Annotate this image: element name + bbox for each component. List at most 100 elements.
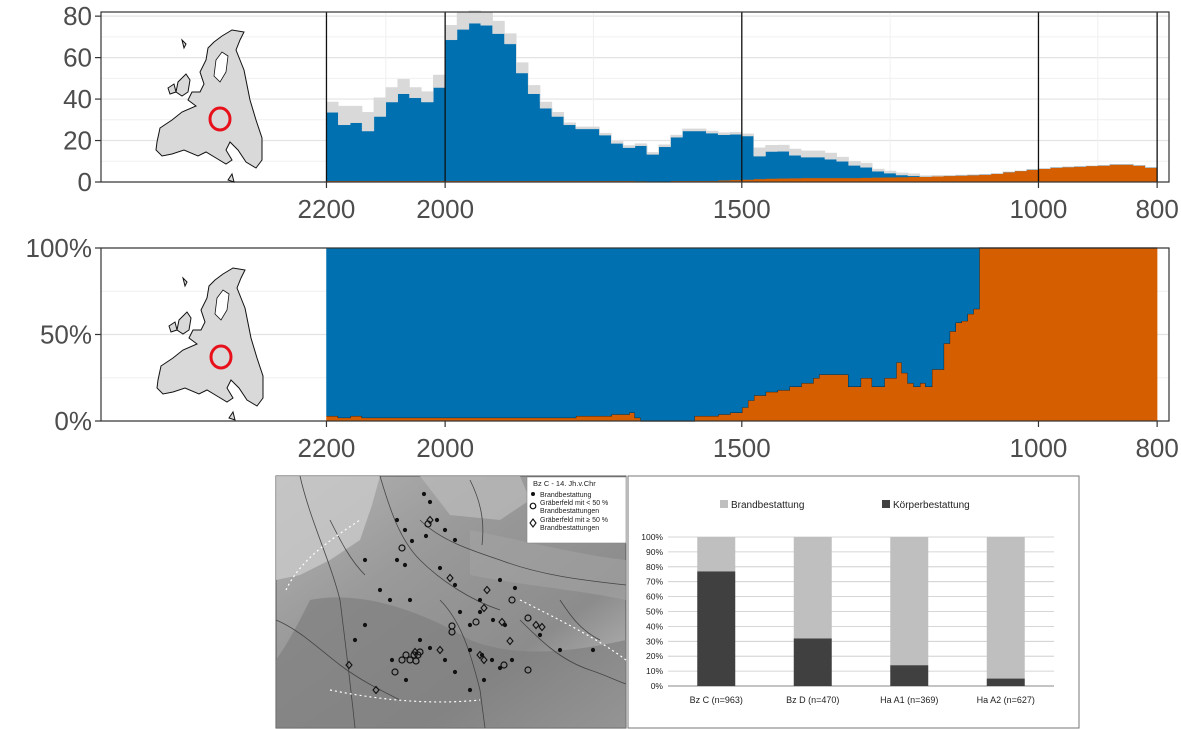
- site-dot: [417, 637, 423, 643]
- x-tick-label: 2200: [298, 433, 356, 463]
- site-dot: [434, 517, 440, 523]
- site-dot: [394, 517, 400, 523]
- site-dot: [394, 557, 400, 563]
- bar-category-label: Ha A2 (n=627): [977, 695, 1035, 705]
- bar-y-tick-label: 100%: [641, 532, 663, 542]
- site-dot: [590, 647, 596, 653]
- site-circle: [412, 657, 420, 665]
- x-tick-label: 1000: [1010, 433, 1068, 463]
- legend-line: Gräberfeld mit ≥ 50 %: [540, 517, 608, 524]
- bar-y-tick-label: 80%: [646, 562, 663, 572]
- bar-y-tick-label: 20%: [646, 651, 663, 661]
- site-diamond: [480, 655, 488, 665]
- site-dot: [402, 527, 408, 533]
- map-legend-item-1: Brandbestattung: [540, 492, 591, 499]
- bar-y-tick-label: 60%: [646, 592, 663, 602]
- site-dot: [467, 647, 473, 653]
- panel1-areas: [326, 10, 1158, 183]
- study-area-ring: [208, 106, 232, 132]
- site-diamond: [480, 603, 488, 613]
- rivers: [275, 475, 627, 729]
- bar-category-label: Bz C (n=963): [690, 695, 743, 705]
- legend-label: Körperbestattung: [893, 500, 970, 511]
- site-diamond: [411, 647, 419, 657]
- x-tick-label: 2000: [416, 433, 474, 463]
- x-tick-label: 2200: [298, 194, 356, 224]
- terrain-plateau: [470, 530, 626, 600]
- site-diamond: [345, 660, 353, 670]
- bar-y-tick-label: 90%: [646, 547, 663, 557]
- legend-label: Brandbestattung: [731, 500, 804, 511]
- x-tick-label: 1500: [713, 194, 771, 224]
- x-tick-label: 2000: [416, 194, 474, 224]
- river: [469, 479, 484, 546]
- ireland-island: [167, 83, 177, 95]
- site-circle: [472, 618, 480, 626]
- site-dot: [512, 585, 518, 591]
- site-diamond: [498, 617, 506, 627]
- ireland-island: [168, 321, 178, 333]
- site-dot: [467, 622, 473, 628]
- site-circle: [402, 651, 410, 659]
- site-circle: [524, 614, 532, 622]
- bar-x-axis: Bz C (n=963) Bz D (n=470) Ha A1 (n=369) Ha …: [690, 695, 1035, 705]
- baltic-sea: [214, 289, 230, 321]
- panel1-x-axis: 2200 2000 1500 1000 800: [298, 182, 1179, 224]
- stacked-bar-chart: Brandbestattung Körperbestattung 0% 10% 20%…: [627, 475, 1080, 729]
- bar-category-label: Ha A1 (n=369): [880, 695, 938, 705]
- bar-segment-brand: [890, 537, 929, 666]
- site-dot: [427, 645, 433, 651]
- bar-segment-koerper: [793, 638, 832, 686]
- site-diamond: [446, 573, 454, 583]
- terrain-alps: [276, 597, 626, 728]
- bar-y-tick-label: 10%: [646, 666, 663, 676]
- site-dot: [477, 597, 483, 603]
- site-circle: [410, 651, 418, 659]
- borders: [285, 519, 627, 703]
- site-dot: [407, 597, 413, 603]
- legend-dot-symbol: [531, 492, 535, 496]
- map-legend-item-3: Gräberfeld mit ≥ 50 % Brandbestattungen: [540, 517, 608, 532]
- bar-segment-brand: [986, 537, 1025, 679]
- bar-segment-brand: [793, 537, 832, 639]
- bar-y-tick-label: 30%: [646, 636, 663, 646]
- site-dot: [479, 652, 485, 658]
- site-dot: [452, 669, 458, 675]
- site-dot: [362, 622, 368, 628]
- terrain-lowland-north: [276, 476, 380, 580]
- site-dot: [423, 533, 429, 539]
- x-tick-label: 1000: [1010, 194, 1068, 224]
- site-dot: [437, 565, 443, 571]
- bars: [697, 537, 1025, 686]
- legend-line: Brandbestattungen: [540, 508, 599, 515]
- site-diamond: [532, 620, 540, 630]
- site-dot: [352, 637, 358, 643]
- bar-category-label: Bz D (n=470): [786, 695, 839, 705]
- legend-swatch: [882, 500, 890, 508]
- bar-legend: Brandbestattung Körperbestattung: [720, 500, 970, 511]
- legend-swatch: [720, 500, 728, 508]
- y-tick-label: 20: [63, 126, 92, 156]
- site-circle: [416, 648, 424, 656]
- site-circle: [500, 661, 508, 669]
- site-dot: [387, 597, 393, 603]
- y-tick-label: 0%: [54, 406, 92, 436]
- panel2-y-axis: 0% 50% 100%: [26, 233, 101, 436]
- site-dot: [467, 687, 473, 693]
- site-dot: [442, 657, 448, 663]
- panel-relative: 0% 50% 100% 2200 2000 1500 1000 800: [26, 233, 1179, 463]
- site-dot: [452, 537, 458, 543]
- y-tick-label: 60: [63, 43, 92, 73]
- x-tick-label: 1500: [713, 433, 771, 463]
- site-dot: [409, 538, 415, 544]
- y-tick-label: 80: [63, 1, 92, 31]
- site-dot: [427, 499, 433, 505]
- bar-y-tick-label: 0%: [651, 681, 664, 691]
- map-legend-title: Bz C - 14. Jh.v.Chr: [533, 479, 596, 488]
- bar-y-tick-label: 50%: [646, 607, 663, 617]
- bar-segment-brand: [697, 537, 736, 572]
- panel1-y-axis: 0 20 40 60 80: [63, 1, 101, 197]
- river: [329, 519, 366, 576]
- site-circle: [391, 668, 399, 676]
